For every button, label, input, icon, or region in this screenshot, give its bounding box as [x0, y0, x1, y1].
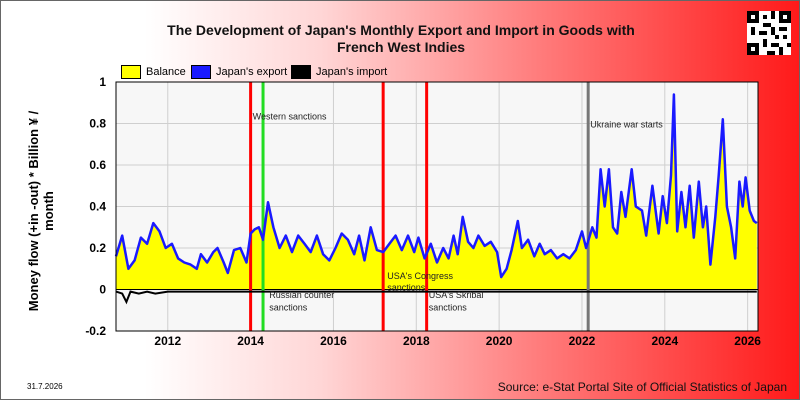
- y-tick-label: 0.6: [89, 158, 106, 172]
- x-tick-label: 2014: [237, 334, 264, 348]
- chart-title: The Development of Japan's Monthly Expor…: [101, 22, 701, 56]
- legend-label-import: Japan's import: [316, 66, 388, 78]
- legend-item-export: Japan's export: [191, 65, 287, 81]
- qr-code-icon: [747, 11, 791, 55]
- source-note: Source: e-Stat Portal Site of Official S…: [497, 380, 787, 394]
- x-tick-label: 2018: [403, 334, 430, 348]
- annotation-label: USA's Skribal: [429, 290, 484, 300]
- annotation-label: Western sanctions: [253, 111, 327, 121]
- annotation-label: sanctions: [269, 302, 308, 312]
- date-stamp: 31.7.2026: [27, 382, 63, 391]
- y-tick-label: 0.4: [89, 200, 106, 214]
- x-tick-label: 2020: [486, 334, 513, 348]
- legend-swatch-import: [291, 65, 311, 79]
- legend-item-balance: Balance: [121, 65, 186, 81]
- x-tick-label: 2012: [154, 334, 181, 348]
- annotation-label: Russian counter: [269, 290, 334, 300]
- y-tick-label: -0.2: [85, 324, 106, 338]
- chart-title-line1: The Development of Japan's Monthly Expor…: [167, 22, 635, 38]
- export-line: [114, 93, 758, 279]
- chart-title-line2: French West Indies: [336, 39, 466, 55]
- y-tick-label: 0: [99, 283, 106, 297]
- plot-border: [115, 81, 759, 332]
- x-tick-label: 2026: [734, 334, 761, 348]
- legend-swatch-balance: [121, 65, 141, 79]
- x-tick-label: 2022: [569, 334, 596, 348]
- x-tick-label: 2016: [320, 334, 347, 348]
- legend-swatch-export: [191, 65, 211, 79]
- annotation-label: USA's Congress: [387, 271, 453, 281]
- legend-label-export: Japan's export: [216, 66, 288, 78]
- legend-label-balance: Balance: [146, 66, 186, 78]
- annotation-label: sanctions: [429, 302, 468, 312]
- annotation-label: Ukraine war starts: [590, 120, 663, 130]
- y-tick-label: 0.8: [89, 117, 106, 131]
- import-line: [115, 290, 757, 305]
- annotation-label: sanctions: [387, 283, 426, 293]
- y-tick-label: 0.2: [89, 241, 106, 255]
- legend-item-import: Japan's import: [291, 65, 387, 81]
- x-tick-label: 2024: [651, 334, 678, 348]
- y-tick-label: 1: [99, 75, 106, 89]
